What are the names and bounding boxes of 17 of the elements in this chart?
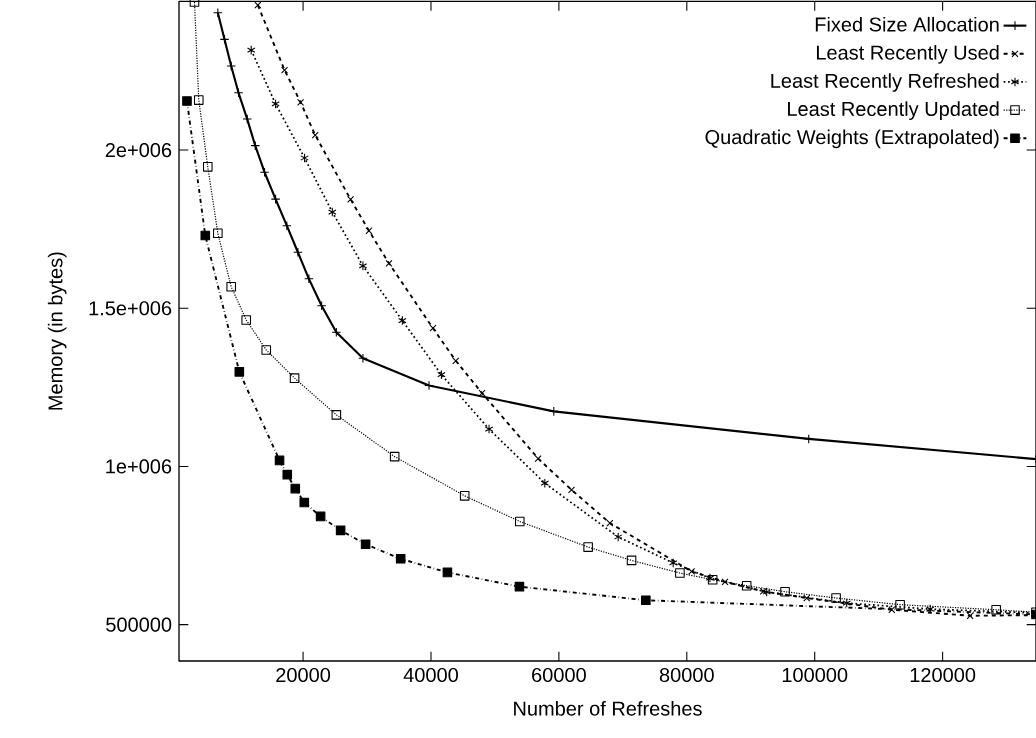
x-tick-label: 20000 <box>276 667 331 683</box>
y-tick-label: 2e+006 <box>105 142 172 158</box>
legend-label: Least Recently Updated <box>788 101 999 120</box>
x-tick-label: 100000 <box>782 667 848 683</box>
x-tick-label: 120000 <box>910 667 976 683</box>
y-tick-label: 500000 <box>106 617 172 632</box>
legend-label: Least Recently Refreshed <box>771 73 999 92</box>
x-tick-label: 80000 <box>659 667 714 683</box>
y-axis-title: Memory (in bytes) <box>47 252 67 410</box>
legend-label: Quadratic Weights (Extrapolated) <box>705 129 999 149</box>
x-tick-label: 60000 <box>532 667 586 683</box>
legend-label: Least Recently Used <box>816 45 999 64</box>
x-tick-label: 40000 <box>403 667 458 683</box>
y-tick-label: 1.5e+006 <box>89 301 172 316</box>
x-axis-title: Number of Refreshes <box>514 701 702 716</box>
legend-label: Fixed Size Allocation <box>815 16 999 32</box>
y-tick-label: 1e+006 <box>106 459 172 474</box>
